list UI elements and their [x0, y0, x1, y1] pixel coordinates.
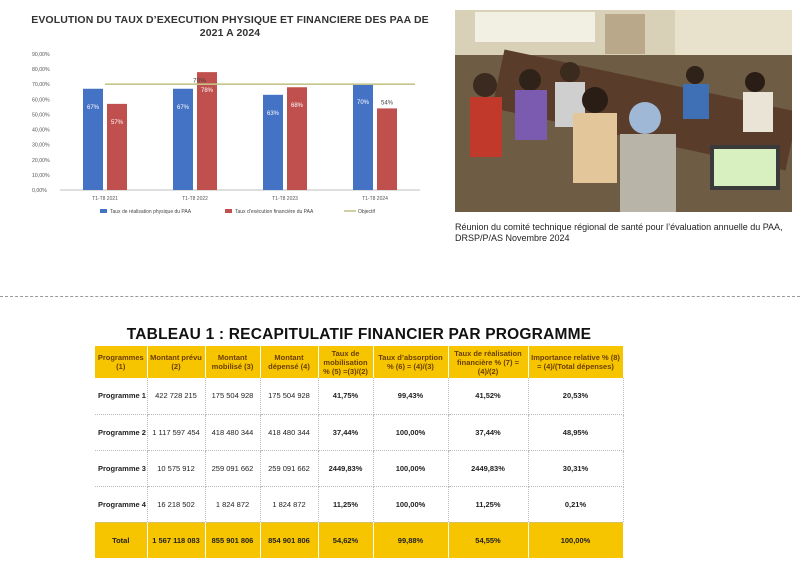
table-cell: 855 901 806 — [205, 522, 261, 558]
chart-bar — [107, 103, 127, 190]
table-cell: Programme 1 — [95, 378, 148, 415]
execution-bar-chart: 0,00% 10,00% 20,00% 30,00% 40,00% 50,00% 60,00… — [32, 52, 420, 215]
x-tick-label: T1-T8 2024 — [362, 196, 388, 202]
table-cell: 16 218 502 — [147, 486, 206, 523]
table-cell: 418 480 344 — [205, 414, 261, 451]
header-montant-depense: Montant dépensé (4) — [260, 346, 319, 378]
legend-swatch — [100, 209, 107, 213]
table-cell: 20,53% — [528, 378, 624, 415]
table-cell: 1 567 118 083 — [147, 522, 206, 558]
bar-data-label: 68% — [291, 103, 304, 109]
table-cell: 37,44% — [448, 414, 529, 451]
table-cell: 259 091 662 — [260, 450, 319, 487]
table-cell: 100,00% — [528, 522, 624, 558]
bar-data-label: 63% — [267, 111, 280, 117]
chart-bar — [287, 87, 307, 190]
table-cell: 41,52% — [448, 378, 529, 415]
chart-bar — [263, 94, 283, 190]
table-cell: 54,62% — [318, 522, 374, 558]
header-importance-relative: Importance relative % (8) = (4)/(Total d… — [528, 346, 624, 378]
y-tick-label: 90,00% — [32, 52, 50, 58]
table-row: Programme 4 16 218 502 1 824 872 1 824 8… — [95, 486, 624, 523]
y-tick-label: 10,00% — [32, 173, 50, 179]
table-cell: 48,95% — [528, 414, 624, 451]
table-cell: 1 117 597 454 — [147, 414, 206, 451]
table-cell: 175 504 928 — [205, 378, 261, 415]
header-montant-prevu: Montant prévu (2) — [147, 346, 206, 378]
table-row: Programme 2 1 117 597 454 418 480 344 41… — [95, 414, 624, 451]
table-header-row: Programmes (1) Montant prévu (2) Montant… — [95, 346, 624, 378]
execution-chart-panel: EVOLUTION DU TAUX D’EXECUTION PHYSIQUE E… — [30, 8, 430, 228]
section-divider — [0, 296, 800, 297]
chart-bar — [173, 88, 193, 190]
table-cell: 37,44% — [318, 414, 374, 451]
table-title: TABLEAU 1 : RECAPITULATIF FINANCIER PAR … — [126, 326, 592, 343]
bar-data-label: 57% — [111, 120, 124, 126]
y-tick-label: 50,00% — [32, 112, 50, 118]
table-cell: Programme 3 — [95, 450, 148, 487]
table-cell: Programme 4 — [95, 486, 148, 523]
table-cell: 854 901 806 — [260, 522, 319, 558]
legend-swatch — [225, 209, 232, 213]
y-tick-label: 70,00% — [32, 82, 50, 88]
table-cell: 175 504 928 — [260, 378, 319, 415]
x-tick-label: T1-T8 2022 — [182, 196, 208, 202]
table-cell: 10 575 912 — [147, 450, 206, 487]
table-cell: 11,25% — [448, 486, 529, 523]
bar-data-label: 67% — [87, 105, 100, 111]
legend-label: Taux d’exécution financière du PAA — [235, 209, 314, 215]
table-cell: Programme 2 — [95, 414, 148, 451]
table-cell: 0,21% — [528, 486, 624, 523]
table-cell: 1 824 872 — [260, 486, 319, 523]
photo-caption: Réunion du comité technique régional de … — [455, 222, 783, 243]
table-cell: 41,75% — [318, 378, 374, 415]
header-programmes: Programmes (1) — [95, 346, 148, 378]
chart-bar — [197, 72, 217, 190]
table-cell: 418 480 344 — [260, 414, 319, 451]
y-tick-label: 0,00% — [32, 188, 47, 194]
chart-bar — [83, 88, 103, 190]
table-cell: 2449,83% — [318, 450, 374, 487]
header-montant-mobilise: Montant mobilisé (3) — [205, 346, 261, 378]
x-tick-label: T1-T8 2021 — [92, 196, 118, 202]
legend-label: Objectif — [358, 209, 376, 215]
table-cell: 11,25% — [318, 486, 374, 523]
table-cell: 2449,83% — [448, 450, 529, 487]
y-tick-label: 80,00% — [32, 67, 50, 73]
y-tick-label: 20,00% — [32, 158, 50, 164]
table-cell: 99,43% — [373, 378, 449, 415]
bar-data-label: 54% — [381, 100, 394, 106]
table-cell: 30,31% — [528, 450, 624, 487]
bar-data-label: 78% — [201, 88, 214, 94]
table-row: Programme 1 422 728 215 175 504 928 175 … — [95, 378, 624, 415]
total-label: Total — [95, 522, 148, 558]
meeting-photo — [455, 10, 792, 212]
y-tick-label: 40,00% — [32, 128, 50, 134]
table-cell: 259 091 662 — [205, 450, 261, 487]
x-tick-label: T1-T8 2023 — [272, 196, 298, 202]
y-tick-label: 60,00% — [32, 97, 50, 103]
objective-data-label: 70% — [193, 78, 206, 85]
table-cell: 100,00% — [373, 414, 449, 451]
chart-bar — [353, 84, 373, 190]
header-taux-mobilisation: Taux de mobilisation % (5) =(3)/(2) — [318, 346, 374, 378]
header-taux-absorption: Taux d’absorption % (6) = (4)/(3) — [373, 346, 449, 378]
chart-bar — [377, 108, 397, 190]
bar-data-label: 67% — [177, 105, 190, 111]
table-cell: 100,00% — [373, 486, 449, 523]
financial-summary-table: Programmes (1) Montant prévu (2) Montant… — [95, 346, 624, 558]
table-row: Programme 3 10 575 912 259 091 662 259 0… — [95, 450, 624, 487]
header-taux-realisation: Taux de réalisation financière % (7) = (… — [448, 346, 529, 378]
table-total-row: Total 1 567 118 083 855 901 806 854 901 … — [95, 522, 624, 558]
table-cell: 422 728 215 — [147, 378, 206, 415]
chart-title: EVOLUTION DU TAUX D’EXECUTION PHYSIQUE E… — [31, 14, 429, 39]
table-cell: 99,88% — [373, 522, 449, 558]
financial-summary-table-panel: TABLEAU 1 : RECAPITULATIF FINANCIER PAR … — [95, 324, 624, 558]
table-cell: 54,55% — [448, 522, 529, 558]
table-cell: 1 824 872 — [205, 486, 261, 523]
bar-data-label: 70% — [357, 100, 370, 106]
table-cell: 100,00% — [373, 450, 449, 487]
y-tick-label: 30,00% — [32, 143, 50, 149]
legend-label: Taux de réalisation physique du PAA — [110, 209, 192, 215]
